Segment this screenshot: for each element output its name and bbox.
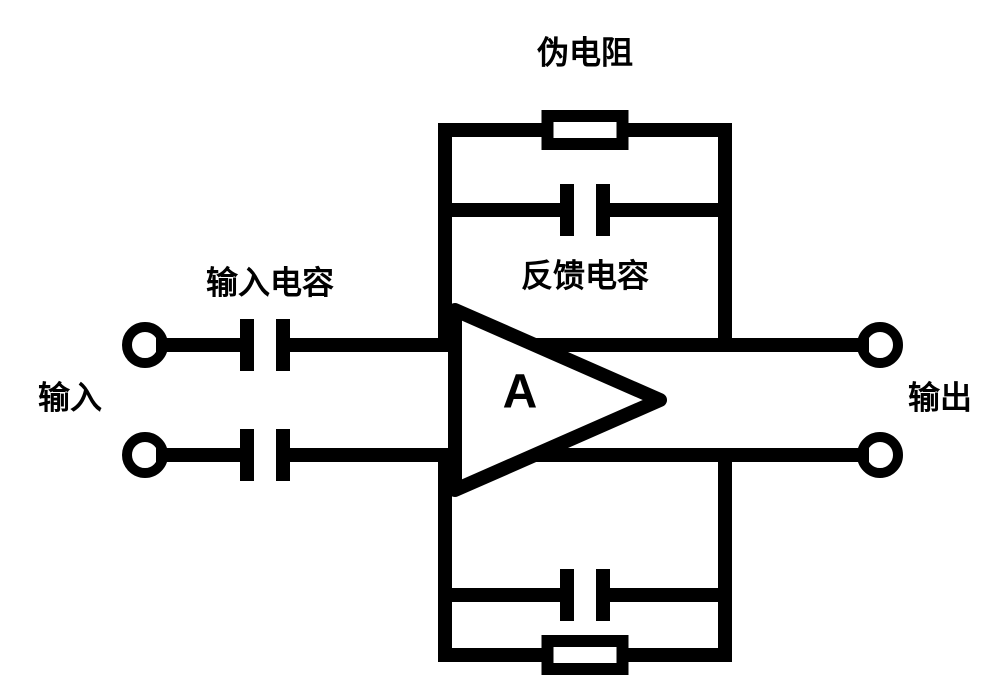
amplifier <box>455 310 660 490</box>
resistor <box>548 116 623 144</box>
label-feedback-capacitor: 反馈电容 <box>521 257 649 293</box>
label-output: 输出 <box>908 379 972 415</box>
capacitor-plate <box>240 429 254 481</box>
amplifier-label: A <box>503 366 538 419</box>
label-input: 输入 <box>38 379 102 415</box>
label-input-capacitor: 输入电容 <box>206 264 334 300</box>
capacitor-plate <box>560 569 574 621</box>
resistor <box>548 641 623 669</box>
circuit-diagram: A 伪电阻输入电容 反馈电容输入 输出 <box>0 0 1000 678</box>
capacitor-plate <box>240 319 254 371</box>
label-pseudo-resistor: 伪电阻 <box>537 34 633 70</box>
capacitor-plate <box>560 184 574 236</box>
